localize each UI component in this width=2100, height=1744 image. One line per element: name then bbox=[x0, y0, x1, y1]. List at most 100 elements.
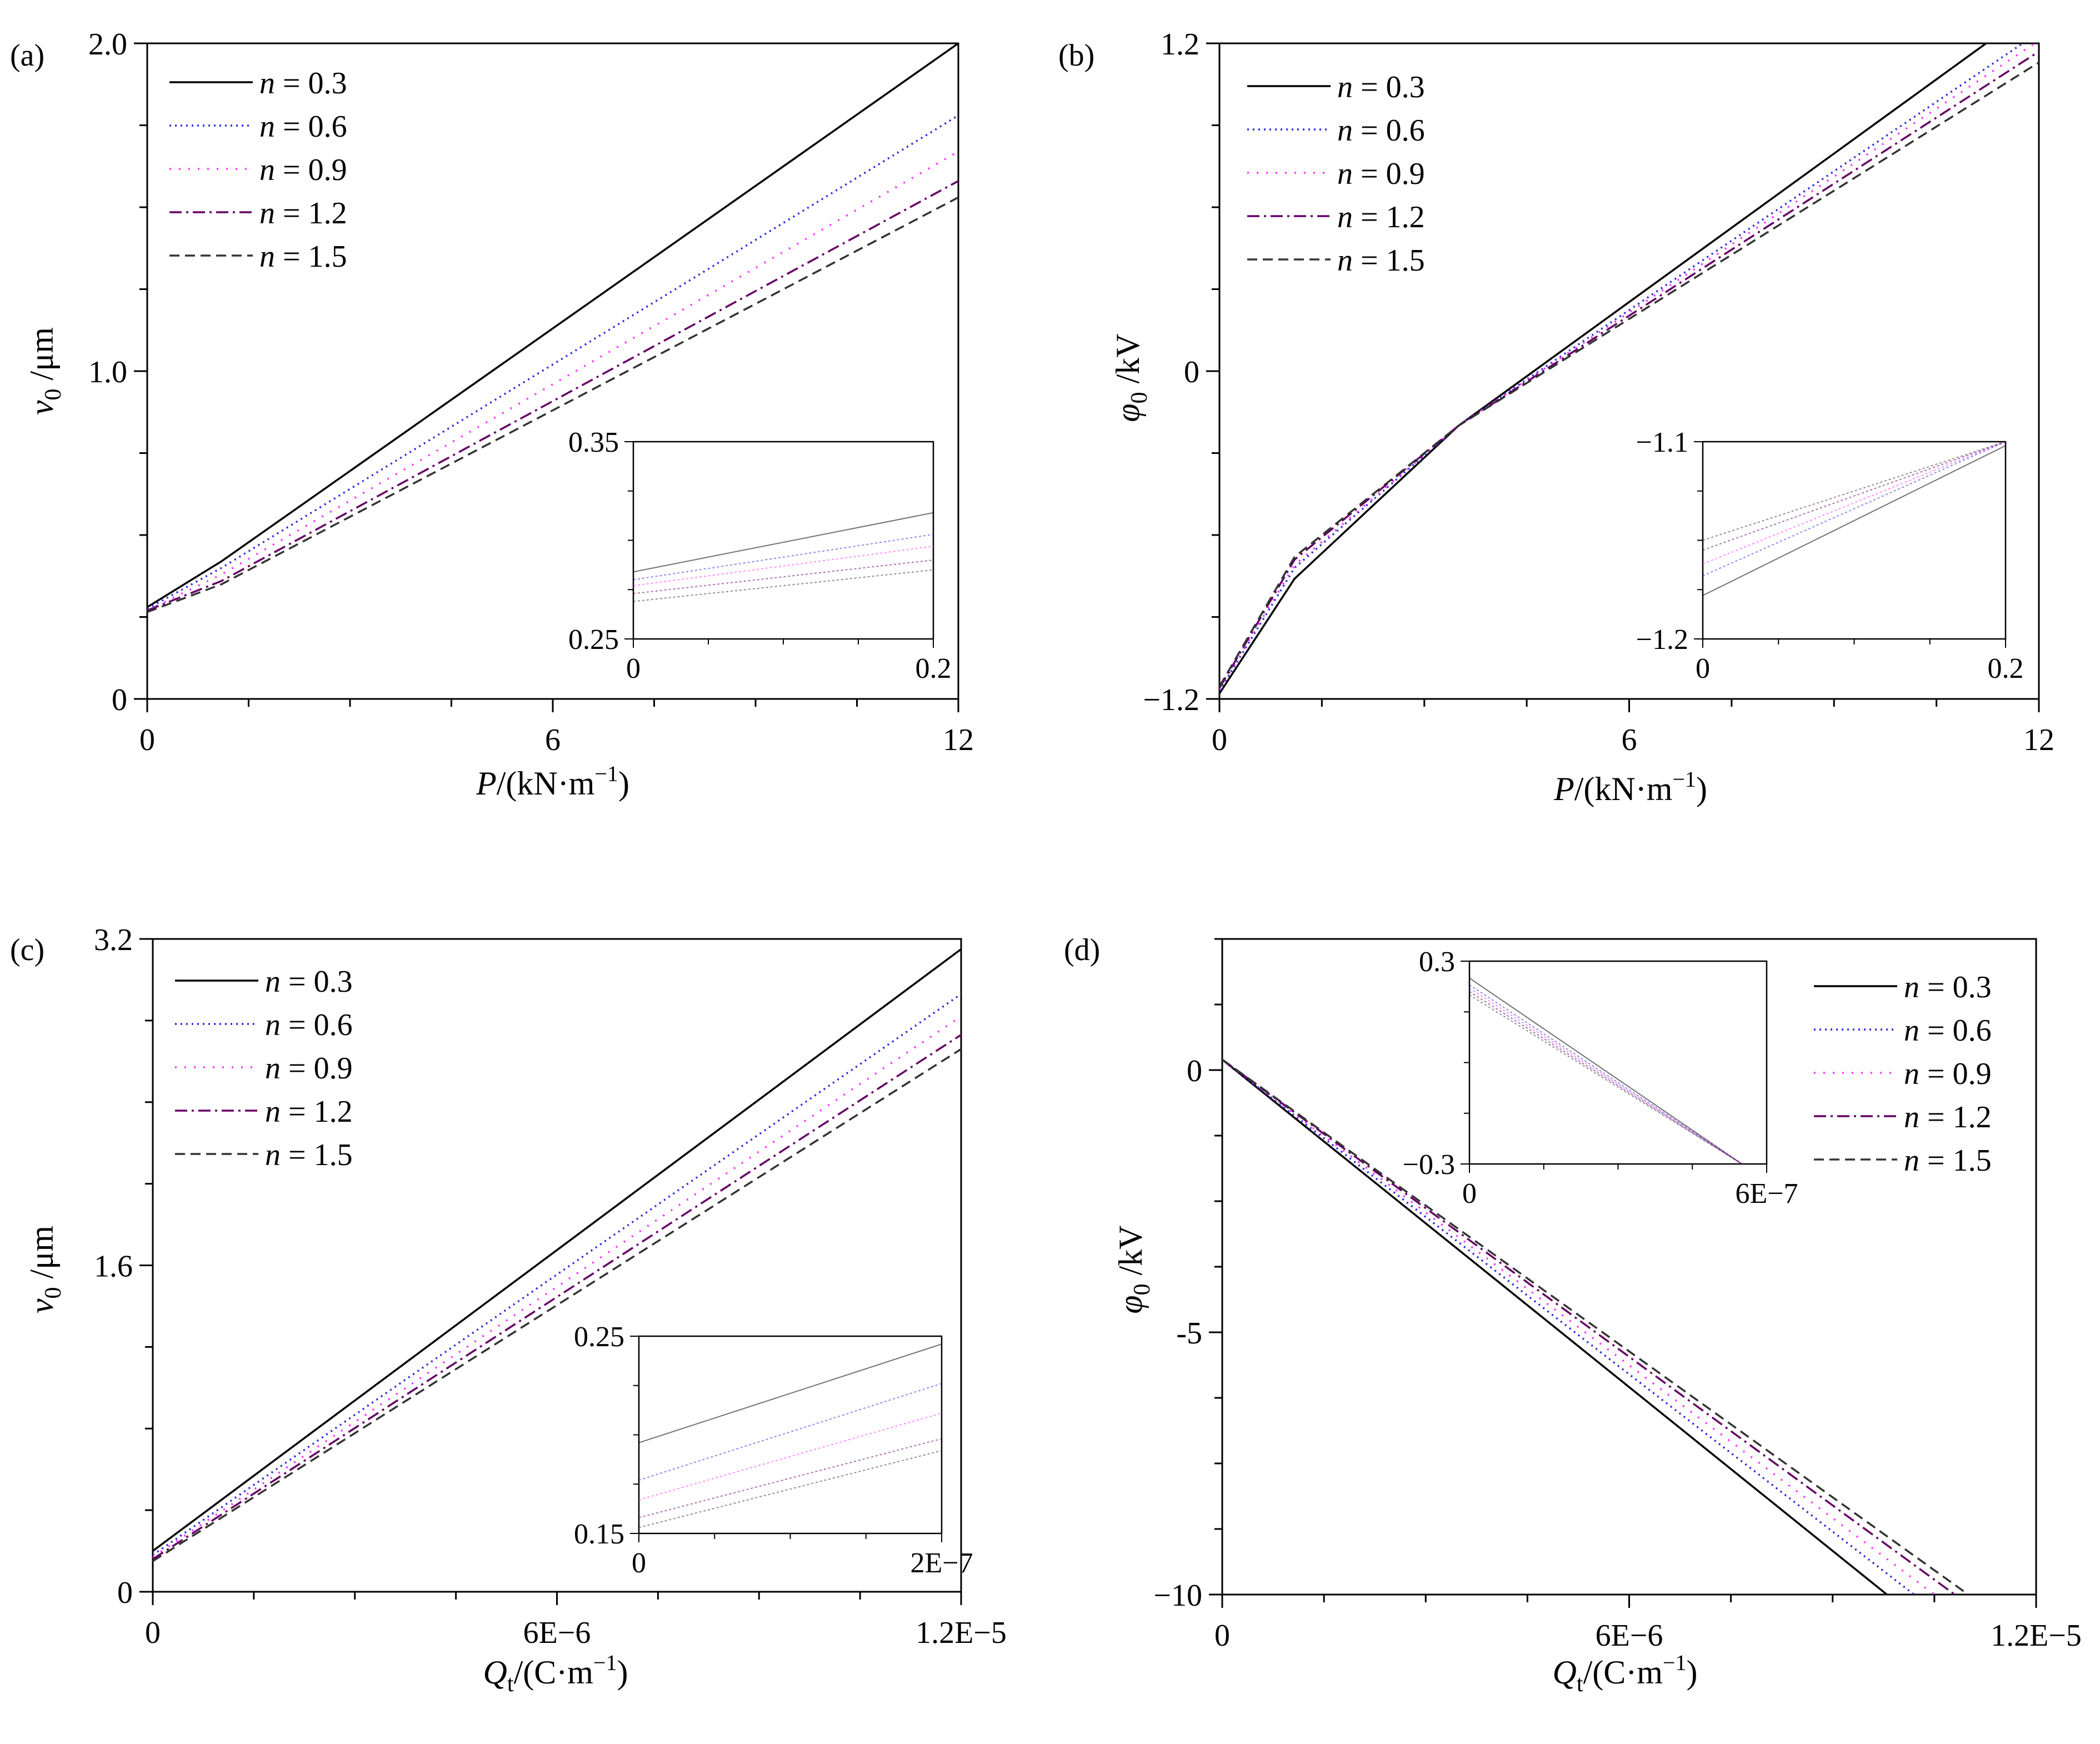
legend-var: n bbox=[1904, 1143, 1919, 1178]
inset-y-tick-label: −1.1 bbox=[1636, 427, 1688, 458]
legend-var: n bbox=[265, 1138, 281, 1172]
legend-label: n = 0.3 bbox=[265, 965, 353, 999]
y-axis-var: φ bbox=[1112, 1295, 1149, 1313]
x-tick-label: 6 bbox=[545, 723, 561, 757]
y-tick-label: 1.6 bbox=[94, 1250, 133, 1284]
y-tick-label: 1.0 bbox=[88, 355, 127, 389]
x-axis-label: Qt/(C·m−1) bbox=[1553, 1650, 1698, 1697]
inset-x-tick-label: 2E−7 bbox=[910, 1547, 973, 1579]
x-axis-close: ) bbox=[618, 765, 629, 802]
series-line-2 bbox=[147, 114, 958, 610]
inset-series-line-2 bbox=[1703, 442, 2006, 577]
series-line-4 bbox=[147, 180, 958, 612]
y-axis-sub: 0 bbox=[1127, 392, 1152, 403]
legend-var: n bbox=[259, 196, 275, 231]
legend-value: = 0.6 bbox=[1919, 1013, 1992, 1048]
legend-label: n = 0.3 bbox=[1904, 970, 1992, 1005]
legend-value: = 0.6 bbox=[281, 1008, 353, 1042]
x-tick-label: 0 bbox=[1212, 723, 1227, 757]
y-tick-label: −1.2 bbox=[1143, 683, 1199, 717]
inset-y-tick-label: 0.35 bbox=[568, 427, 619, 458]
chart-panel-3: (c)0 6E−6 1.2E−501.63.2n = 0.3n = 0.6n = 0… bbox=[10, 923, 1007, 1697]
panel-tag: (b) bbox=[1058, 38, 1094, 73]
x-axis-exp: −1 bbox=[593, 1650, 617, 1675]
x-axis-unit: /(C·m bbox=[514, 1654, 593, 1691]
legend-value: = 0.9 bbox=[1353, 157, 1425, 191]
inset-series-line-3 bbox=[633, 546, 933, 587]
legend-var: n bbox=[259, 109, 275, 144]
legend-var: n bbox=[259, 153, 275, 187]
legend-label: n = 0.6 bbox=[259, 109, 347, 144]
legend-label: n = 1.2 bbox=[259, 196, 347, 231]
x-tick-label: 6E−6 bbox=[523, 1616, 591, 1650]
y-axis-unit: /kV bbox=[1112, 1225, 1149, 1283]
legend-value: = 1.2 bbox=[281, 1095, 353, 1129]
y-tick-label: −10 bbox=[1153, 1578, 1202, 1613]
series-line-4 bbox=[1222, 1058, 1956, 1595]
x-tick-label: 0 bbox=[1214, 1618, 1230, 1653]
y-axis-label: φ0 /kV bbox=[1109, 333, 1152, 422]
x-tick-label: 6E−6 bbox=[1596, 1618, 1663, 1653]
panel-tag: (d) bbox=[1064, 933, 1100, 967]
legend-label: n = 1.2 bbox=[265, 1095, 353, 1129]
legend-label: n = 0.6 bbox=[265, 1008, 353, 1042]
y-axis-label: φ0 /kV bbox=[1112, 1225, 1155, 1313]
legend-value: = 1.5 bbox=[281, 1138, 353, 1172]
legend-label: n = 0.9 bbox=[1337, 157, 1425, 191]
legend-value: = 0.3 bbox=[281, 965, 353, 999]
series-line-5 bbox=[1219, 61, 2039, 687]
x-axis-exp: −1 bbox=[1663, 1650, 1687, 1675]
y-axis-label: v0 /μm bbox=[23, 327, 66, 415]
series-line-5 bbox=[1222, 1058, 1969, 1595]
inset-panel: 0 6E−7 −0.3 0.3 bbox=[1403, 946, 1798, 1210]
chart-panel-4: (d)0 6E−6 1.2E−5−10-50n = 0.3n = 0.6n = 0.… bbox=[1064, 933, 2082, 1697]
series-line-3 bbox=[1222, 1058, 1935, 1595]
inset-series-line-4 bbox=[1703, 442, 2006, 551]
x-axis-unit: /(C·m bbox=[1583, 1654, 1663, 1691]
x-tick-label: 0 bbox=[139, 723, 155, 757]
legend-var: n bbox=[259, 239, 275, 274]
inset-series-line-1 bbox=[1703, 445, 2006, 596]
legend-label: n = 1.2 bbox=[1904, 1100, 1992, 1135]
y-tick-label: 1.2 bbox=[1161, 27, 1199, 62]
legend-label: n = 0.9 bbox=[265, 1051, 353, 1086]
legend-var: n bbox=[1904, 970, 1919, 1005]
x-tick-label: 0 bbox=[145, 1616, 161, 1650]
series-line-4 bbox=[153, 1034, 961, 1560]
legend-label: n = 0.9 bbox=[259, 153, 347, 187]
legend-label: n = 0.3 bbox=[259, 66, 347, 101]
inset-y-tick-label: −1.2 bbox=[1636, 624, 1688, 656]
inset-series-line-3 bbox=[1703, 442, 2006, 565]
legend-var: n bbox=[1337, 157, 1353, 191]
inset-series-line-2 bbox=[633, 533, 933, 581]
legend-label: n = 0.6 bbox=[1337, 113, 1425, 148]
legend-label: n = 1.5 bbox=[265, 1138, 353, 1172]
y-tick-label: 0 bbox=[1184, 355, 1199, 389]
inset-panel: 0 2E−7 0.15 0.25 bbox=[574, 1321, 973, 1579]
series-line-4 bbox=[1219, 51, 2039, 689]
legend-var: n bbox=[1904, 1057, 1919, 1091]
inset-frame bbox=[1468, 960, 1768, 1165]
series-line-5 bbox=[147, 196, 958, 613]
legend-value: = 1.5 bbox=[1919, 1143, 1992, 1178]
legend-value: = 1.2 bbox=[275, 196, 347, 231]
series-line-3 bbox=[1219, 43, 2037, 690]
series-line-2 bbox=[1222, 1058, 1915, 1595]
legend-var: n bbox=[265, 1051, 281, 1086]
legend-var: n bbox=[1337, 200, 1353, 234]
inset-frame bbox=[632, 441, 934, 640]
inset-y-tick-label: 0.3 bbox=[1419, 946, 1455, 978]
legend-var: n bbox=[1904, 1100, 1919, 1135]
series-line-2 bbox=[1219, 43, 2025, 692]
x-axis-close: ) bbox=[1686, 1654, 1697, 1691]
y-tick-label: 0 bbox=[117, 1576, 133, 1610]
legend-var: n bbox=[1904, 1013, 1919, 1048]
panel-tag: (c) bbox=[10, 933, 44, 967]
x-tick-label: 12 bbox=[943, 723, 974, 757]
inset-series-line-5 bbox=[633, 569, 933, 602]
x-tick-label: 1.2E−5 bbox=[1991, 1618, 2082, 1653]
x-tick-label: 12 bbox=[2023, 723, 2054, 757]
x-axis-var: P bbox=[476, 765, 497, 802]
x-axis-exp: −1 bbox=[594, 761, 618, 786]
inset-x-tick-label: 0 bbox=[1696, 653, 1710, 684]
